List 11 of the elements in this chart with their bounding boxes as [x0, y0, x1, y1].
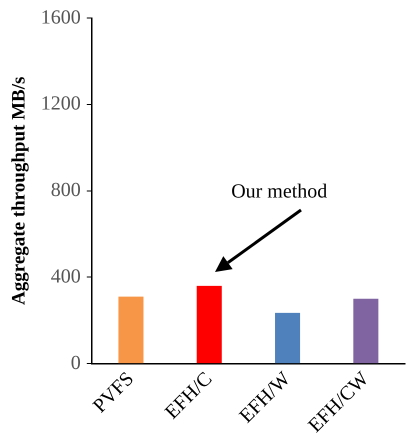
y-tick-label: 1600 — [40, 6, 81, 28]
bar — [196, 286, 222, 364]
bar — [353, 298, 378, 364]
y-tick-label: 1200 — [40, 92, 81, 115]
y-tick-label: 0 — [70, 352, 81, 374]
y-axis-title: Aggregate throughput MB/s — [8, 76, 30, 305]
annotation: Our method — [231, 180, 328, 202]
y-tick-label: 800 — [50, 179, 81, 202]
bar — [118, 296, 144, 364]
bar — [275, 312, 300, 364]
y-tick-label: 400 — [50, 265, 81, 288]
